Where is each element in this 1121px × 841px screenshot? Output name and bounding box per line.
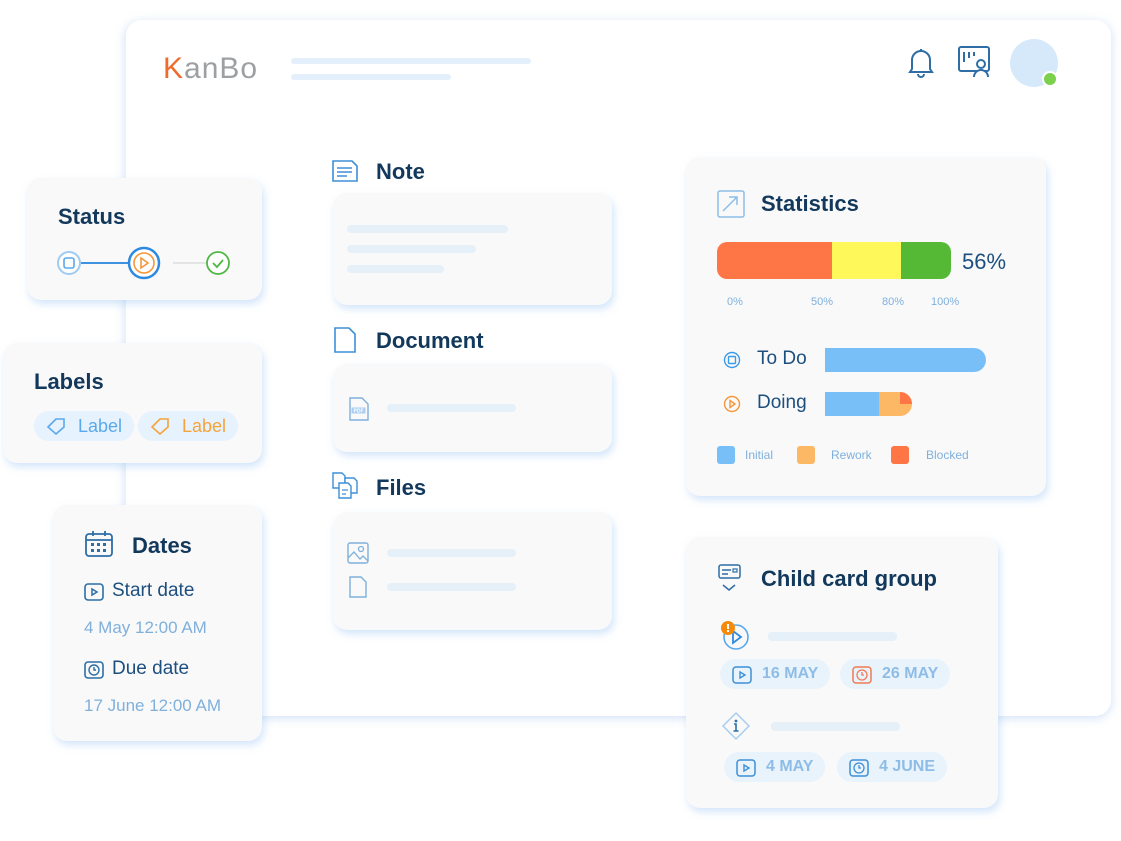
- doing-child-icon: [721, 621, 749, 650]
- card-group-icon: [718, 564, 741, 591]
- file-icon: [349, 576, 367, 598]
- progress-segment-green: [901, 242, 951, 279]
- document-icon: [334, 327, 356, 353]
- legend-label: Rework: [831, 448, 872, 462]
- scale-label: 0%: [727, 296, 743, 308]
- progress-segment-red: [717, 242, 832, 279]
- dates-card: Dates Start date 4 May 12:00 AM Due date…: [53, 505, 262, 741]
- status-stepper[interactable]: [55, 246, 235, 280]
- trend-icon: [717, 190, 745, 218]
- header-placeholder: [291, 58, 531, 64]
- labels-card: Labels Label Label: [3, 343, 262, 463]
- start-date-icon: [84, 583, 104, 601]
- header-placeholder: [291, 74, 451, 80]
- scale-label: 50%: [811, 296, 834, 308]
- board-user-icon[interactable]: [957, 45, 991, 79]
- note-title: Note: [376, 159, 425, 184]
- tag-icon: [46, 418, 65, 435]
- files-card[interactable]: [333, 512, 612, 630]
- due-date-chip[interactable]: 4 JUNE: [837, 752, 948, 782]
- scale-label: 100%: [931, 296, 960, 308]
- pdf-badge: PDF: [354, 408, 364, 414]
- due-date-icon: [849, 759, 869, 777]
- start-date-label: Start date: [112, 580, 195, 601]
- info-icon: [721, 711, 751, 741]
- done-step-icon: [206, 251, 230, 275]
- label-chip[interactable]: Label: [138, 411, 239, 441]
- label-chip[interactable]: Label: [34, 411, 135, 441]
- legend-swatch-blocked: [891, 446, 909, 464]
- progress-bar: [717, 242, 951, 279]
- start-date-chip[interactable]: 4 MAY: [724, 752, 826, 782]
- child-card-group: Child card group 16 MAY 26 MAY 4 MAY 4 J…: [686, 537, 998, 808]
- start-date-icon: [732, 666, 752, 684]
- files-title: Files: [376, 475, 427, 500]
- todo-step-icon: [57, 251, 81, 275]
- doing-icon: [723, 395, 741, 413]
- tag-icon: [150, 418, 169, 435]
- due-date-icon: [84, 661, 104, 679]
- scale-label: 80%: [882, 296, 905, 308]
- statistics-title: Statistics: [761, 191, 859, 216]
- legend-swatch-initial: [717, 446, 735, 464]
- files-icon: [332, 472, 358, 499]
- due-date-chip[interactable]: 26 MAY: [840, 659, 951, 689]
- kanbo-logo: KanBo: [163, 52, 259, 85]
- image-file-icon: [347, 542, 369, 564]
- doing-step-icon: [127, 246, 161, 280]
- document-card[interactable]: PDF: [333, 364, 612, 452]
- status-card: Status: [27, 178, 262, 300]
- todo-bar: [825, 348, 986, 372]
- child-group-title: Child card group: [761, 566, 937, 591]
- todo-icon: [723, 351, 741, 369]
- legend-label: Blocked: [926, 448, 969, 462]
- doing-initial-segment: [825, 392, 879, 416]
- doing-bar: [825, 392, 912, 416]
- start-date-icon: [736, 759, 756, 777]
- legend-swatch-rework: [797, 446, 815, 464]
- legend-label: Initial: [745, 448, 774, 462]
- labels-title: Labels: [34, 369, 104, 394]
- doing-label: Doing: [757, 392, 807, 413]
- bell-icon[interactable]: [906, 46, 936, 78]
- progress-segment-yellow: [832, 242, 901, 279]
- start-date-chip[interactable]: 16 MAY: [720, 659, 831, 689]
- dates-title: Dates: [132, 533, 192, 558]
- doing-blocked-segment: [900, 392, 912, 404]
- calendar-icon: [85, 531, 113, 557]
- due-date-icon: [852, 666, 872, 684]
- due-date-label: Due date: [112, 658, 190, 679]
- progress-percent: 56%: [962, 249, 1007, 274]
- start-date-value[interactable]: 4 May 12:00 AM: [84, 618, 207, 637]
- note-icon: [332, 160, 358, 182]
- note-card[interactable]: [333, 193, 612, 305]
- due-date-value[interactable]: 17 June 12:00 AM: [84, 696, 222, 715]
- pdf-file-icon: PDF: [349, 397, 369, 421]
- online-status-dot: [1042, 71, 1058, 87]
- status-title: Status: [58, 204, 126, 229]
- todo-label: To Do: [757, 348, 807, 369]
- statistics-card: Statistics 56% 0% 50% 80% 100% To Do Doi…: [686, 157, 1046, 496]
- document-title: Document: [376, 328, 484, 353]
